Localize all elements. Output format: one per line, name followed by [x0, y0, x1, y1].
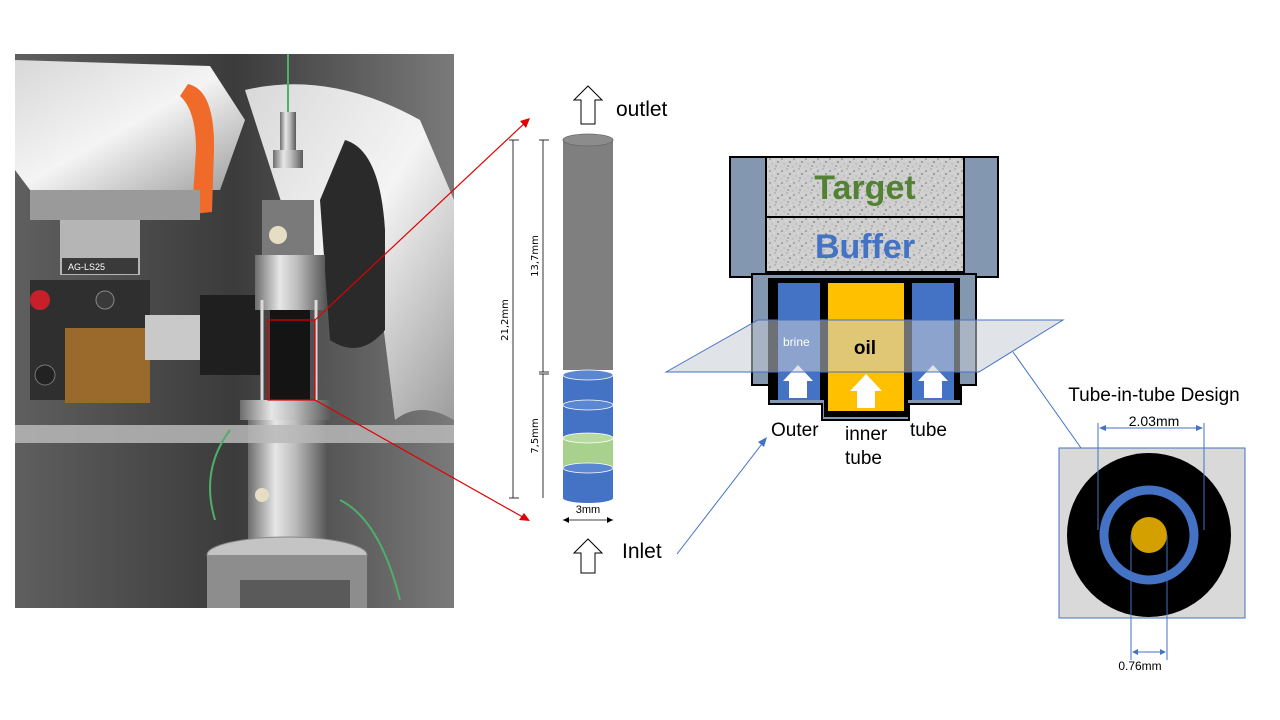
flow-arrow-right-icon: [918, 365, 948, 398]
pointer-line-design: [1012, 351, 1087, 456]
inner-tube-line-2: tube: [845, 448, 882, 469]
dim-arrowhead: [563, 517, 569, 523]
inner-diameter-label: 0.76mm: [1118, 659, 1161, 673]
tube-label: tube: [910, 420, 947, 441]
column-schematic: outlet 21,2mm 13,7mm 7,5mm 3mm Inlet: [500, 85, 668, 574]
band-blue-1-top: [562, 369, 614, 381]
stage-label: AG-LS25: [68, 262, 105, 272]
outer-diameter-label: 2.03mm: [1129, 413, 1180, 429]
band-blue-2: [563, 405, 613, 438]
black-knob-1: [95, 290, 115, 310]
buffer-block: [765, 216, 965, 273]
inlet-label: Inlet: [622, 540, 662, 563]
tube-in-tube-design: Tube-in-tube Design 2.03mm 0.76mm: [1058, 385, 1246, 673]
dim-arrowhead: [1196, 425, 1203, 431]
buffer-label: Buffer: [815, 228, 915, 266]
flow-arrow-center-icon: [850, 374, 882, 408]
green-tube-lower: [209, 429, 231, 521]
oil-label: oil: [854, 338, 876, 359]
top-nut: [273, 150, 303, 168]
callout-line-bottom: [314, 399, 529, 521]
brine-label: brine: [783, 335, 810, 349]
dark-cavity: [320, 140, 385, 348]
outlet-label: outlet: [616, 98, 668, 121]
sample-column: [270, 310, 310, 405]
outer-label: Outer: [771, 420, 819, 441]
top-fitting: [280, 112, 296, 152]
dim-total-label: 21,2mm: [500, 299, 511, 341]
inlet-arrow-icon: [572, 538, 604, 574]
target-label: Target: [814, 169, 915, 207]
flow-arrow-left-icon: [783, 365, 813, 398]
orange-strap: [180, 84, 215, 214]
black-knob-2: [34, 364, 56, 386]
stage-label-plate: [62, 258, 138, 274]
brass-block: [65, 328, 150, 403]
highlight-box: [267, 319, 316, 401]
outer-ring: [1099, 485, 1199, 585]
lower-collar: [240, 400, 330, 420]
band-green-top: [562, 432, 614, 444]
frame-right: [963, 156, 999, 278]
white-knob-lower: [255, 488, 269, 502]
inner-tube-line-1: inner: [845, 424, 888, 445]
cross-section: Target Buffer brine oil Outer inner tube…: [664, 156, 1087, 555]
callout-line-top: [314, 119, 529, 321]
band-blue-2-top: [562, 399, 614, 411]
section-plane: [664, 319, 1065, 373]
column-bottom-cap: [563, 493, 613, 503]
dim-arrowhead: [1160, 649, 1166, 655]
frame-left: [729, 156, 767, 278]
dim-lower-label: 7,5mm: [530, 418, 541, 453]
white-knob: [269, 226, 287, 244]
dim-width-label: 3mm: [576, 504, 600, 516]
band-blue-3-top: [562, 462, 614, 474]
pointer-arrow-inlet: [758, 437, 767, 447]
horizontal-rod: [15, 425, 454, 443]
apparatus-photo: AG-LS25: [15, 54, 454, 608]
base-stage: [240, 580, 350, 608]
stage-plate: [30, 190, 200, 220]
dim-upper-label: 13,7mm: [530, 235, 541, 277]
red-knob: [30, 290, 50, 310]
dim-arrowhead: [1099, 425, 1106, 431]
pointer-line-inlet: [676, 439, 766, 555]
upper-cylinder: [255, 255, 325, 310]
lens-holder: [200, 295, 260, 375]
outlet-arrow-icon: [572, 85, 604, 125]
target-block: [765, 156, 965, 218]
inner-tube-circle: [1131, 517, 1167, 553]
column-body: [563, 140, 613, 370]
design-title: Tube-in-tube Design: [1068, 385, 1239, 406]
upper-clamp: [262, 200, 314, 255]
dim-arrowhead: [607, 517, 613, 523]
callout-arrow-top: [520, 118, 530, 128]
dim-arrowhead: [1132, 649, 1138, 655]
green-tube-right: [339, 499, 401, 601]
column-top-cap: [562, 133, 614, 147]
inner-tube-label: inner tube: [845, 424, 893, 469]
callout-arrow-bottom: [519, 513, 530, 521]
